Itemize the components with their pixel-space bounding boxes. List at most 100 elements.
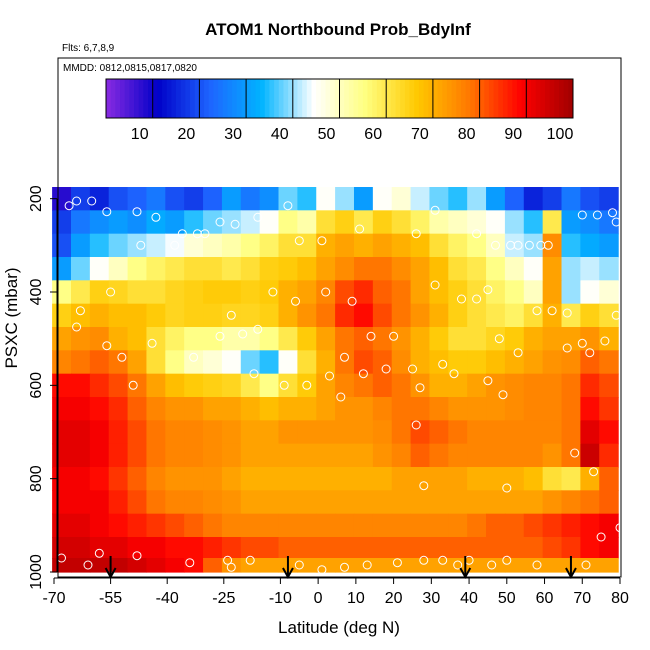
heatmap-cell: [240, 373, 261, 398]
heatmap-cell: [429, 420, 449, 445]
heatmap-cell: [523, 420, 544, 445]
heatmap-cell: [240, 350, 261, 375]
heatmap-cell: [353, 490, 374, 515]
observation-point: [325, 371, 334, 381]
colorbar-swatch: [390, 79, 397, 118]
heatmap-cell: [599, 280, 619, 305]
colorbar-swatch: [404, 79, 411, 118]
heatmap-cell: [316, 303, 336, 328]
observation-point: [472, 294, 482, 304]
observation-point: [185, 558, 195, 568]
observation-point: [170, 240, 180, 250]
heatmap-cell: [52, 350, 72, 375]
heatmap-cell: [523, 303, 544, 328]
heatmap-cell: [523, 257, 544, 281]
heatmap-cell: [504, 420, 525, 445]
heatmap-cell: [146, 350, 166, 375]
colorbar-swatch: [530, 79, 537, 118]
heatmap-cell: [523, 443, 544, 468]
heatmap-cell: [316, 397, 336, 421]
heatmap-cell: [297, 210, 317, 235]
colorbar-swatch: [540, 79, 546, 118]
flights-note: Flts: 6,7,8,9: [62, 43, 115, 54]
heatmap-cell: [184, 373, 204, 398]
observation-point: [513, 348, 523, 358]
heatmap-cell: [448, 210, 468, 235]
heatmap-cell: [52, 537, 72, 559]
heatmap-cell: [259, 558, 280, 573]
heatmap-cell: [240, 187, 261, 211]
heatmap-cell: [108, 537, 129, 559]
heatmap-cell: [335, 420, 355, 445]
heatmap-cell: [221, 490, 242, 515]
heatmap-cell: [429, 537, 449, 559]
observation-point: [411, 420, 421, 430]
heatmap-cell: [561, 373, 581, 398]
heatmap-cell: [146, 467, 166, 491]
colorbar-swatch: [386, 79, 392, 118]
heatmap-cell: [410, 443, 431, 468]
colorbar-swatch: [442, 79, 448, 118]
heatmap-cell: [391, 373, 412, 398]
heatmap-cell: [70, 443, 91, 468]
x-tick-label: 10: [347, 590, 365, 607]
heatmap-cell: [542, 443, 563, 468]
colorbar-swatch: [516, 79, 523, 118]
heatmap-cell: [580, 490, 600, 515]
heatmap-cell: [372, 513, 393, 538]
heatmap-cell: [70, 303, 91, 328]
heatmap-cell: [259, 373, 280, 398]
observation-point: [585, 348, 595, 358]
heatmap-cell: [353, 537, 374, 559]
colorbar-swatch: [362, 79, 369, 118]
heatmap-cell: [542, 420, 563, 445]
heatmap-cell: [52, 490, 72, 515]
colorbar-swatch: [558, 79, 565, 118]
heatmap-cell: [127, 257, 148, 281]
heatmap-cell: [127, 443, 148, 468]
observation-point: [358, 369, 368, 379]
heatmap-cell: [165, 373, 185, 398]
dates-note: MMDD: 0812,0815,0817,0820: [63, 63, 197, 74]
x-tick-label: 20: [385, 590, 403, 607]
heatmap-cell: [504, 303, 525, 328]
heatmap-cell: [372, 257, 393, 281]
heatmap-cell: [278, 420, 298, 445]
heatmap-cell: [561, 467, 581, 491]
colorbar-swatch: [414, 79, 420, 118]
heatmap-cell: [108, 420, 129, 445]
observation-point: [589, 467, 599, 477]
colorbar-swatch: [138, 79, 144, 118]
observation-point: [562, 308, 572, 318]
heatmap-cell: [89, 558, 110, 573]
heatmap-cell: [486, 467, 506, 491]
heatmap-cell: [599, 467, 619, 491]
heatmap-cell: [410, 467, 431, 491]
heatmap-cell: [70, 513, 91, 538]
heatmap-cell: [221, 420, 242, 445]
observation-point: [581, 560, 591, 570]
heatmap-cell: [523, 467, 544, 491]
heatmap-cell: [542, 187, 563, 211]
colorbar-swatch: [348, 79, 355, 118]
heatmap-cell: [429, 467, 449, 491]
heatmap-cell: [297, 257, 317, 281]
heatmap-cell: [410, 558, 431, 573]
heatmap-cell: [108, 303, 129, 328]
heatmap-cell: [165, 558, 185, 573]
heatmap-cell: [240, 257, 261, 281]
heatmap-cell: [165, 443, 185, 468]
heatmap-cell: [542, 537, 563, 559]
colorbar-swatch: [479, 79, 485, 118]
observation-point: [189, 352, 199, 362]
observation-point: [200, 229, 210, 239]
colorbar-swatch: [176, 79, 182, 118]
y-axis: 200 400 600 800 1000: [28, 185, 58, 590]
heatmap-cell: [599, 490, 619, 515]
heatmap-cell: [165, 210, 185, 235]
heatmap-cell: [165, 350, 185, 375]
observation-point: [524, 240, 534, 250]
heatmap-cell: [486, 187, 506, 211]
observation-point: [151, 212, 161, 222]
heatmap-cell: [523, 210, 544, 235]
